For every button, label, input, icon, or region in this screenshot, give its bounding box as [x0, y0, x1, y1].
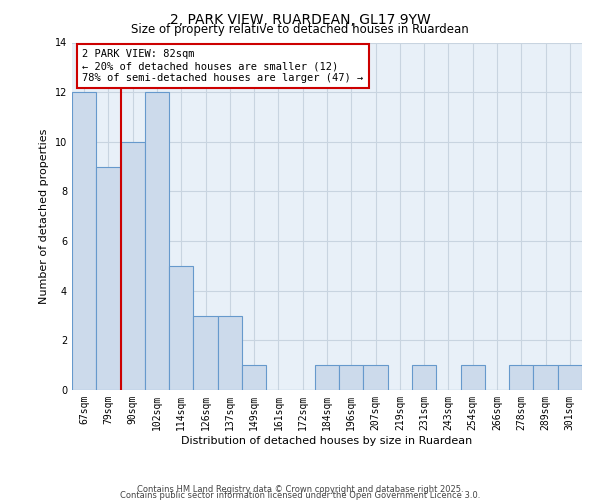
Text: 2, PARK VIEW, RUARDEAN, GL17 9YW: 2, PARK VIEW, RUARDEAN, GL17 9YW [170, 12, 430, 26]
Bar [218, 316, 242, 390]
Bar [96, 166, 121, 390]
Bar [364, 365, 388, 390]
Bar [72, 92, 96, 390]
Bar [242, 365, 266, 390]
Text: Contains public sector information licensed under the Open Government Licence 3.: Contains public sector information licen… [120, 490, 480, 500]
Text: 2 PARK VIEW: 82sqm
← 20% of detached houses are smaller (12)
78% of semi-detache: 2 PARK VIEW: 82sqm ← 20% of detached hou… [82, 50, 364, 82]
Text: Size of property relative to detached houses in Ruardean: Size of property relative to detached ho… [131, 22, 469, 36]
X-axis label: Distribution of detached houses by size in Ruardean: Distribution of detached houses by size … [181, 436, 473, 446]
Bar [509, 365, 533, 390]
Bar [121, 142, 145, 390]
Text: Contains HM Land Registry data © Crown copyright and database right 2025.: Contains HM Land Registry data © Crown c… [137, 485, 463, 494]
Bar [412, 365, 436, 390]
Bar [339, 365, 364, 390]
Bar [193, 316, 218, 390]
Bar [461, 365, 485, 390]
Bar [533, 365, 558, 390]
Bar [558, 365, 582, 390]
Bar [169, 266, 193, 390]
Bar [315, 365, 339, 390]
Y-axis label: Number of detached properties: Number of detached properties [39, 128, 49, 304]
Bar [145, 92, 169, 390]
